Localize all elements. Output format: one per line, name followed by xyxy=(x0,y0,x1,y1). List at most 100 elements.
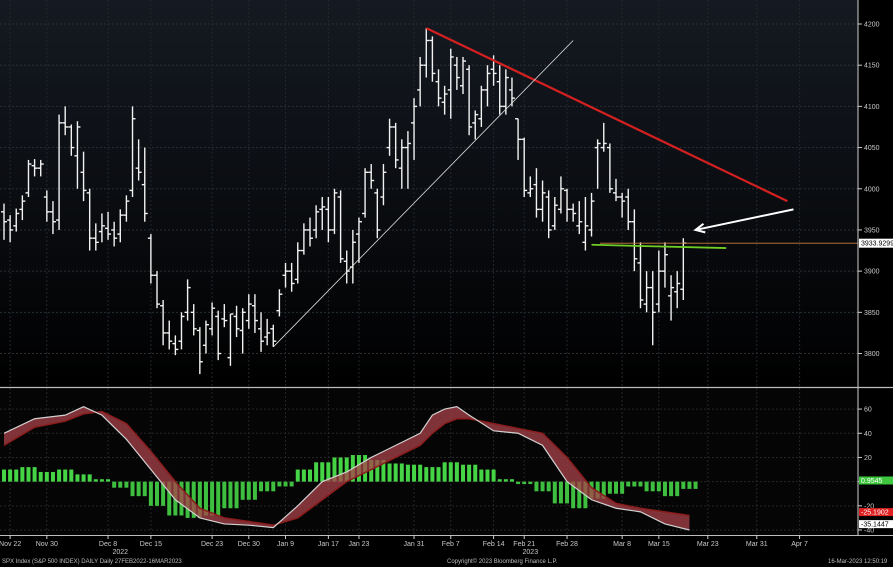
ohlc-bar xyxy=(594,139,601,189)
ohlc-bar xyxy=(643,271,650,313)
y-axis: 380038503900395040004050410041504200-40-… xyxy=(0,0,893,536)
y-tick-label: 3900 xyxy=(864,269,880,276)
ohlc-bar xyxy=(576,201,583,235)
histogram-bar xyxy=(87,474,92,482)
oscillator-panel xyxy=(2,406,698,531)
histogram-bar xyxy=(283,481,288,487)
histogram-bar xyxy=(418,464,423,482)
ohlc-bar xyxy=(270,324,277,347)
ohlc-bar xyxy=(300,223,307,255)
ohlc-bar xyxy=(649,271,656,346)
histogram-bar xyxy=(534,481,539,492)
histogram-bar xyxy=(93,479,98,482)
histogram-bar xyxy=(271,481,276,492)
ohlc-bar xyxy=(258,312,265,352)
y-tick-label: 3950 xyxy=(864,227,880,234)
ohlc-bar xyxy=(484,65,491,107)
ohlc-bar xyxy=(1,203,7,240)
ohlc-bar xyxy=(135,139,142,181)
histogram-bar xyxy=(399,463,404,482)
ohlc-bar xyxy=(447,48,454,119)
histogram-bar xyxy=(632,481,637,487)
histogram-bar xyxy=(503,479,508,482)
histogram-bar xyxy=(289,481,294,487)
histogram-bar xyxy=(234,481,239,509)
histogram-bar xyxy=(467,464,472,482)
ohlc-bar xyxy=(233,305,240,338)
histogram-bar xyxy=(216,481,221,516)
histogram-bar xyxy=(50,471,55,482)
x-tick-label: Feb 14 xyxy=(483,541,505,548)
ohlc-bar xyxy=(56,114,63,230)
histogram-bar xyxy=(662,481,667,497)
osc-last-value: 0.9545 xyxy=(861,478,883,485)
histogram-bar xyxy=(430,467,435,482)
ohlc-bar xyxy=(539,180,546,222)
x-tick-label: Jan 9 xyxy=(277,541,294,548)
histogram-bar xyxy=(393,463,398,482)
osc-y-tick-label: 20 xyxy=(864,455,872,462)
histogram-bar xyxy=(344,457,349,482)
ohlc-bar xyxy=(245,294,252,329)
ohlc-bar xyxy=(282,262,289,288)
x-tick-label: Nov 30 xyxy=(36,541,58,548)
histogram-bar xyxy=(203,481,208,516)
ohlc-bar xyxy=(13,208,20,232)
histogram-bar xyxy=(424,467,429,482)
histogram-bar xyxy=(607,481,612,494)
ohlc-bar xyxy=(570,203,577,222)
histogram-bar xyxy=(142,481,147,497)
y-tick-label: 4000 xyxy=(864,186,880,193)
ohlc-bar xyxy=(557,176,564,214)
osc-last-value-box xyxy=(859,476,893,485)
histogram-bar xyxy=(405,464,410,482)
ohlc-bar xyxy=(221,304,228,328)
osc-y-tick-label: 60 xyxy=(864,407,872,414)
osc-last-value: -25.1902 xyxy=(861,510,889,517)
ohlc-bar xyxy=(98,213,105,243)
ohlc-bar xyxy=(411,98,418,160)
ohlc-bar xyxy=(515,118,522,160)
osc-y-tick-label: -40 xyxy=(864,528,874,535)
ohlc-bar xyxy=(625,188,632,230)
histogram-bar xyxy=(44,471,49,482)
slow-line xyxy=(3,410,690,526)
ohlc-bar xyxy=(154,271,160,309)
ohlc-bar xyxy=(435,69,442,107)
histogram-bar xyxy=(387,463,392,482)
ohlc-bar xyxy=(417,56,424,107)
ohlc-bar xyxy=(129,106,136,197)
x-tick-label: Dec 23 xyxy=(201,541,223,548)
ohlc-bar xyxy=(86,188,93,251)
histogram-bar xyxy=(112,481,117,488)
ohlc-bar xyxy=(429,36,436,82)
ohlc-bar xyxy=(521,137,528,197)
ohlc-bar xyxy=(43,190,50,222)
ohlc-bar xyxy=(460,56,466,95)
histogram-bar xyxy=(38,471,43,482)
ohlc-bar xyxy=(619,192,626,218)
histogram-bar xyxy=(99,479,104,482)
ohlc-bar xyxy=(227,313,234,366)
histogram-bar xyxy=(669,481,674,497)
histogram-bar xyxy=(620,481,625,494)
osc-y-tick-label: -20 xyxy=(864,503,874,510)
histogram-bar xyxy=(246,481,251,500)
ohlc-bar xyxy=(178,312,185,350)
ohlc-bar xyxy=(117,209,124,243)
ohlc-bar xyxy=(92,223,99,251)
histogram-bar xyxy=(565,481,570,504)
ohlc-bar xyxy=(251,294,258,333)
ohlc-bar xyxy=(533,168,540,218)
histogram-bar xyxy=(155,481,159,506)
histogram-bar xyxy=(148,481,153,506)
histogram-bar xyxy=(522,481,527,485)
histogram-bar xyxy=(381,459,386,482)
ohlc-bar xyxy=(508,77,515,107)
osc-last-value-box xyxy=(859,508,893,517)
x-tick-label: Nov 22 xyxy=(0,541,21,548)
ohlc-bar xyxy=(655,250,662,313)
x-tick-label: Mar 23 xyxy=(697,541,719,548)
ohlc-bar xyxy=(502,69,509,115)
histogram-bar xyxy=(228,481,233,509)
